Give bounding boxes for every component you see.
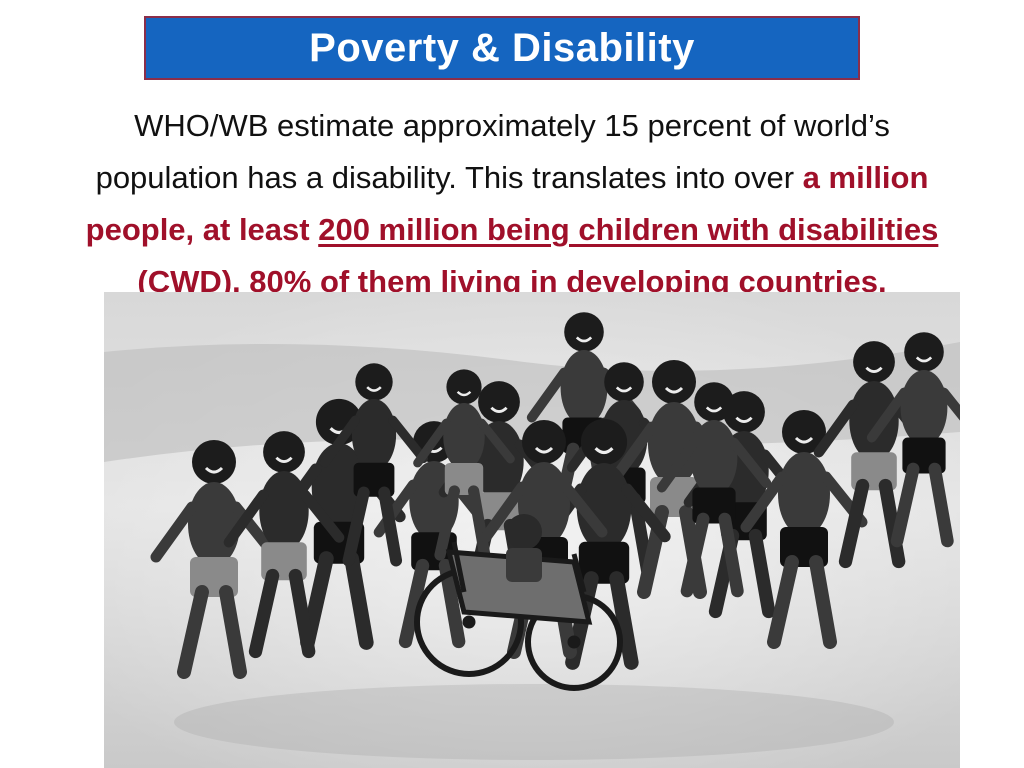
wheelchair xyxy=(414,514,623,691)
body-line-3-emphasis: people, at least xyxy=(85,212,319,247)
child-figure xyxy=(537,418,671,670)
body-line-2-plain: population has a disability. This transl… xyxy=(95,160,803,195)
body-line-3-underlined: 200 million being children with disabili… xyxy=(318,212,939,247)
child-figure xyxy=(866,332,960,548)
photo-illustration xyxy=(104,292,960,768)
children-group xyxy=(150,312,960,679)
body-line-3: people, at least 200 million being child… xyxy=(44,204,980,256)
child-figure xyxy=(223,431,345,659)
body-line-2-emphasis: a million xyxy=(802,160,929,195)
child-figure xyxy=(656,382,772,598)
slide-title: Poverty & Disability xyxy=(309,25,695,70)
body-line-2: population has a disability. This transl… xyxy=(44,152,980,204)
title-banner: Poverty & Disability xyxy=(144,16,860,80)
child-figure xyxy=(413,369,515,561)
body-line-1: WHO/WB estimate approximately 15 percent… xyxy=(134,108,890,143)
body-paragraph: WHO/WB estimate approximately 15 percent… xyxy=(44,100,980,308)
photo-children-running xyxy=(104,292,960,768)
child-figure xyxy=(320,363,428,567)
